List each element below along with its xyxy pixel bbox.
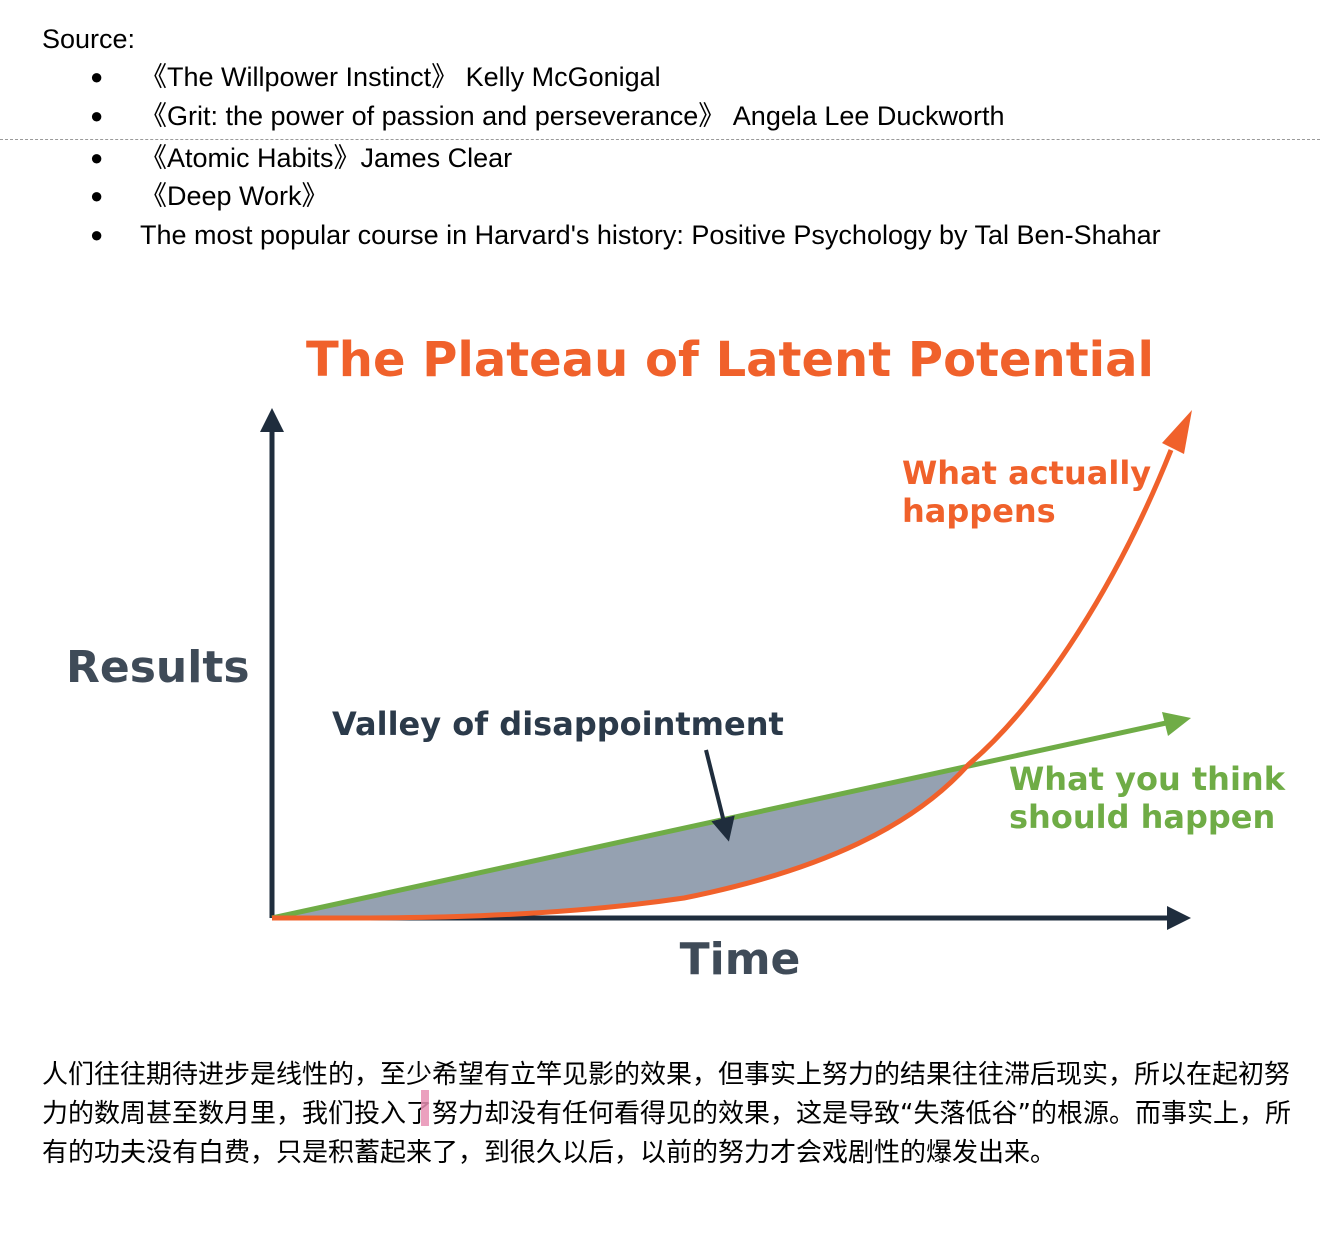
actual-curve [271, 449, 1174, 921]
source-item-grit: ● 《Grit: the power of passion and persev… [0, 97, 1300, 135]
y-axis-label: Results [66, 642, 250, 693]
source-heading: Source: [42, 24, 136, 54]
source-item-text: 《Deep Work》 [140, 181, 329, 211]
chart-figure: The Plateau of Latent Potential Results … [34, 320, 1304, 1010]
valley-annotation-label: Valley of disappointment [332, 705, 784, 743]
valley-annotation-arrow [704, 749, 735, 842]
x-axis-arrow-icon [1167, 906, 1191, 930]
bullet-icon: ● [90, 183, 104, 208]
bullet-icon: ● [90, 103, 104, 128]
source-item-willpower-instinct: ● 《The Willpower Instinct》 Kelly McGonig… [0, 58, 1300, 96]
actual-series-label-line-1: What actually [902, 454, 1151, 492]
body-paragraph: 人们往往期待进步是线性的，至少希望有立竿见影的效果，但事实上努力的结果往往滞后现… [42, 1060, 1291, 1168]
x-axis-label: Time [680, 934, 801, 985]
y-axis-arrow-icon [260, 408, 284, 432]
bullet-icon: ● [90, 222, 104, 247]
expected-series-label-line-2: should happen [1009, 798, 1275, 836]
source-item-deep-work: ● 《Deep Work》 [0, 177, 1300, 215]
chart-title: The Plateau of Latent Potential [306, 332, 1154, 388]
source-item-text: 《Atomic Habits》James Clear [140, 143, 513, 173]
page-break-divider [0, 139, 1320, 140]
source-item-text: 《Grit: the power of passion and persever… [140, 101, 1005, 131]
source-item-text: 《The Willpower Instinct》 Kelly McGonigal [140, 62, 661, 92]
plateau-chart: The Plateau of Latent Potential Results … [66, 332, 1286, 985]
bullet-icon: ● [90, 64, 104, 89]
expected-arrow-icon [1162, 712, 1191, 736]
source-item-positive-psychology: ● The most popular course in Harvard's h… [0, 216, 1300, 254]
source-item-atomic-habits: ● 《Atomic Habits》James Clear [0, 139, 1300, 177]
bullet-icon: ● [90, 145, 104, 170]
expected-series-label-line-1: What you think [1009, 760, 1286, 798]
source-item-text: The most popular course in Harvard's his… [140, 220, 1161, 250]
text-cursor [421, 1090, 429, 1126]
actual-series-label-line-2: happens [902, 492, 1056, 530]
actual-arrow-icon [1162, 410, 1192, 454]
